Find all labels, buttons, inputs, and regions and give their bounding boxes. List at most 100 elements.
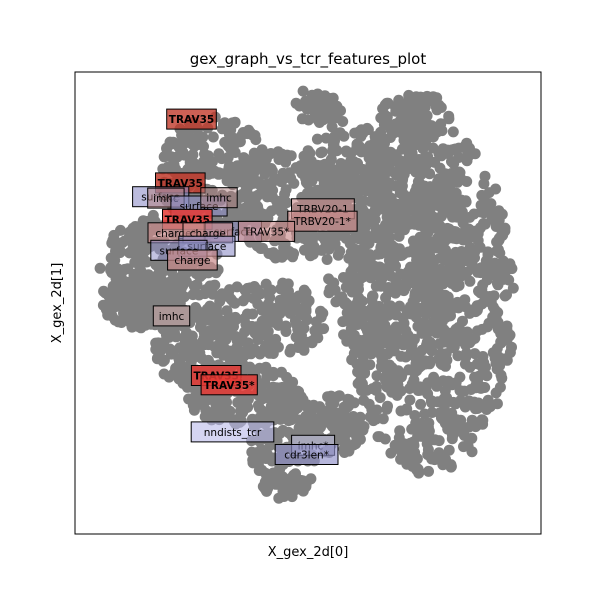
scatter-point bbox=[435, 118, 447, 130]
feature-label: charge bbox=[167, 249, 218, 271]
scatter-point bbox=[319, 234, 331, 246]
feature-label-box bbox=[190, 421, 275, 443]
feature-label: cdr3len* bbox=[274, 444, 339, 465]
scatter-point bbox=[405, 452, 417, 464]
scatter-point bbox=[303, 114, 314, 126]
scatter-point bbox=[501, 289, 512, 301]
scatter-point bbox=[309, 168, 321, 180]
scatter-point bbox=[459, 358, 471, 370]
axes-frame bbox=[74, 71, 542, 535]
scatter-point bbox=[413, 212, 425, 224]
scatter-point bbox=[114, 247, 126, 259]
scatter-point bbox=[277, 277, 289, 289]
scatter-point bbox=[435, 188, 447, 200]
feature-label: nndists_tcr bbox=[190, 421, 275, 443]
scatter-point bbox=[504, 347, 516, 358]
scatter-point bbox=[325, 398, 337, 410]
scatter-point bbox=[386, 286, 398, 297]
scatter-point bbox=[135, 319, 147, 331]
scatter-point bbox=[293, 414, 305, 426]
scatter-point bbox=[323, 92, 335, 104]
scatter-point bbox=[375, 112, 387, 124]
scatter-point bbox=[348, 348, 360, 359]
scatter-point bbox=[352, 184, 364, 196]
scatter-point bbox=[231, 281, 243, 293]
scatter-point bbox=[370, 384, 382, 396]
scatter-point bbox=[277, 471, 288, 483]
scatter-point bbox=[405, 261, 416, 273]
scatter-point bbox=[132, 282, 144, 294]
scatter-point bbox=[160, 329, 172, 341]
scatter-point bbox=[393, 432, 405, 444]
scatter-point bbox=[299, 244, 310, 256]
scatter-point bbox=[215, 404, 227, 416]
scatter-point bbox=[318, 323, 330, 335]
scatter-point bbox=[442, 291, 454, 303]
scatter-point bbox=[385, 305, 397, 317]
scatter-point bbox=[471, 225, 483, 237]
scatter-point bbox=[321, 254, 333, 265]
scatter-point bbox=[354, 244, 366, 256]
scatter-point bbox=[359, 366, 370, 378]
scatter-point bbox=[267, 409, 279, 421]
scatter-point bbox=[379, 433, 391, 445]
scatter-point bbox=[345, 323, 357, 335]
scatter-point bbox=[353, 432, 365, 444]
scatter-point bbox=[259, 476, 271, 488]
scatter-point bbox=[436, 450, 448, 462]
scatter-point bbox=[382, 400, 393, 412]
scatter-point bbox=[133, 225, 145, 236]
scatter-point bbox=[330, 164, 342, 176]
scatter-point bbox=[446, 429, 458, 441]
scatter-point bbox=[507, 282, 519, 294]
scatter-point bbox=[324, 182, 336, 194]
scatter-point bbox=[484, 401, 496, 413]
scatter-point bbox=[252, 334, 264, 345]
scatter-point bbox=[395, 371, 407, 383]
scatter-point bbox=[158, 354, 170, 366]
scatter-point bbox=[328, 277, 340, 289]
scatter-point bbox=[152, 337, 164, 349]
scatter-point bbox=[410, 166, 422, 178]
scatter-point bbox=[210, 314, 222, 326]
scatter-point bbox=[398, 218, 410, 230]
scatter-point bbox=[310, 316, 322, 328]
scatter-point bbox=[438, 335, 450, 347]
scatter-point bbox=[455, 414, 467, 426]
scatter-point bbox=[302, 178, 314, 190]
scatter-point bbox=[457, 424, 468, 435]
feature-label-text: nndists_tcr bbox=[204, 427, 262, 439]
scatter-point bbox=[220, 347, 232, 359]
scatter-point bbox=[354, 141, 366, 153]
scatter-point bbox=[301, 103, 313, 115]
scatter-point bbox=[313, 189, 325, 200]
scatter-point bbox=[121, 300, 133, 312]
scatter-point bbox=[239, 202, 251, 214]
scatter-point bbox=[277, 410, 289, 422]
scatter-point bbox=[433, 99, 445, 111]
scatter-point bbox=[408, 333, 420, 345]
scatter-point bbox=[115, 224, 126, 236]
scatter-point bbox=[454, 371, 466, 383]
scatter-point bbox=[477, 414, 489, 426]
feature-label-box bbox=[166, 108, 217, 130]
scatter-point bbox=[375, 280, 387, 292]
scatter-point bbox=[124, 226, 136, 238]
scatter-point bbox=[363, 398, 375, 410]
scatter-point bbox=[207, 324, 218, 336]
scatter-point bbox=[410, 311, 422, 323]
scatter-point bbox=[266, 205, 277, 217]
scatter-point bbox=[392, 335, 404, 347]
scatter-point bbox=[351, 298, 363, 310]
scatter-point bbox=[338, 329, 350, 341]
scatter-point bbox=[362, 124, 374, 136]
scatter-point bbox=[348, 310, 360, 322]
scatter-point bbox=[179, 137, 191, 149]
scatter-point bbox=[440, 226, 452, 238]
scatter-point bbox=[472, 325, 483, 337]
scatter-point bbox=[453, 152, 465, 163]
scatter-point bbox=[480, 255, 492, 267]
scatter-point bbox=[382, 161, 394, 173]
feature-label-box bbox=[274, 444, 339, 465]
